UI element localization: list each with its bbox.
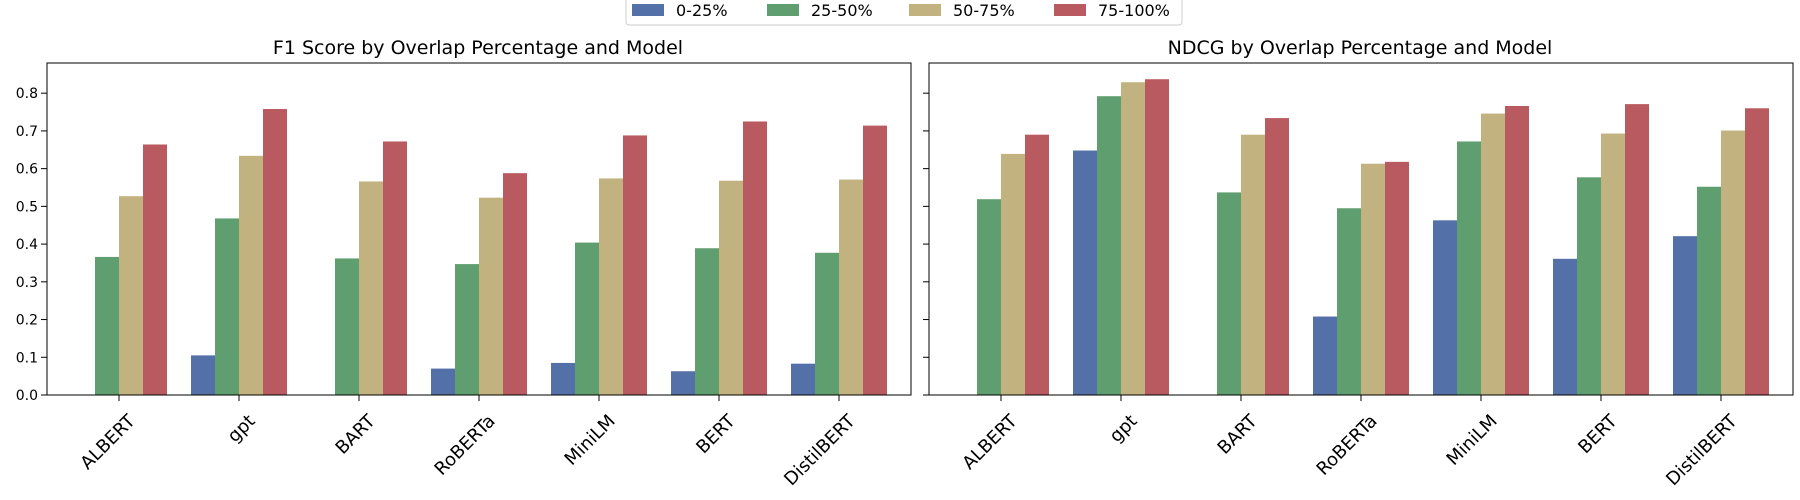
x-axis: ALBERT gpt BART RoBERTa MiniLM BERT DistilBERT (958, 395, 1742, 490)
y-axis: 0.0 0.1 0.2 0.3 0.4 0.5 0.6 0.7 0.8 (16, 86, 47, 404)
bar-distilbert-50-75 (1721, 130, 1745, 396)
x-tick-label-distilbert: DistilBERT (780, 410, 860, 490)
bar-bart-75-100 (1265, 118, 1289, 395)
bar-distilbert-0-25 (791, 363, 815, 395)
x-tick-label-bert: BERT (1574, 410, 1622, 458)
bar-minilm-50-75 (599, 178, 623, 395)
y-tick-label: 0.6 (16, 162, 38, 178)
bar-gpt-25-50 (1097, 96, 1121, 395)
y-tick-label: 0.8 (16, 86, 38, 102)
y-tick-label: 0.3 (16, 275, 38, 291)
bar-minilm-75-100 (623, 135, 647, 395)
legend-swatch-25-50 (767, 4, 799, 16)
y-tick-label: 0.7 (16, 124, 38, 140)
plot-frame (46, 62, 912, 396)
bar-gpt-0-25 (1073, 150, 1097, 395)
legend-swatch-0-25 (632, 4, 664, 16)
bar-roberta-25-50 (1337, 208, 1361, 395)
bar-distilbert-25-50 (815, 252, 839, 395)
x-tick-label-gpt: gpt (1106, 411, 1142, 447)
bar-albert-50-75 (119, 196, 143, 395)
y-tick-label: 0.1 (16, 350, 38, 366)
bar-minilm-25-50 (1457, 141, 1481, 395)
bar-bert-75-100 (743, 121, 767, 396)
bar-gpt-25-50 (215, 218, 239, 395)
bar-gpt-75-100 (263, 109, 287, 395)
bar-distilbert-0-25 (1673, 236, 1697, 395)
bar-minilm-0-25 (1433, 220, 1457, 395)
bar-minilm-75-100 (1505, 106, 1529, 395)
bar-distilbert-75-100 (1745, 108, 1769, 395)
bar-bert-50-75 (1601, 133, 1625, 396)
x-tick-label-bert: BERT (692, 410, 740, 458)
bar-minilm-50-75 (1481, 113, 1505, 396)
bar-bert-25-50 (695, 248, 719, 395)
bar-albert-75-100 (143, 144, 167, 395)
bar-roberta-0-25 (1313, 316, 1337, 395)
legend-swatch-50-75 (909, 4, 941, 16)
x-axis: ALBERT gpt BART RoBERTa MiniLM BERT DistilBERT (76, 395, 860, 490)
bar-bart-25-50 (335, 258, 359, 395)
bar-roberta-0-25 (431, 368, 455, 395)
x-tick-label-minilm: MiniLM (561, 411, 620, 470)
bar-roberta-50-75 (479, 197, 503, 395)
bar-albert-75-100 (1025, 134, 1049, 395)
legend-label-0-25: 0-25% (676, 1, 728, 20)
x-tick-label-gpt: gpt (224, 411, 260, 447)
y-tick-label: 0.5 (16, 199, 38, 215)
x-tick-label-bart: BART (332, 410, 381, 459)
bar-bart-75-100 (383, 141, 407, 395)
bar-roberta-50-75 (1361, 163, 1385, 395)
y-tick-label: 0.4 (16, 237, 38, 253)
legend-swatch-75-100 (1054, 4, 1086, 16)
bar-bert-0-25 (1553, 258, 1577, 395)
bar-distilbert-25-50 (1697, 186, 1721, 395)
bar-gpt-75-100 (1145, 79, 1169, 396)
x-tick-label-albert: ALBERT (76, 410, 140, 474)
bar-bart-25-50 (1217, 192, 1241, 395)
x-tick-label-roberta: RoBERTa (431, 411, 500, 480)
legend: 0-25% 25-50% 50-75% 75-100% (625, 0, 1183, 26)
bar-bert-50-75 (719, 180, 743, 395)
bar-bert-25-50 (1577, 177, 1601, 395)
bar-distilbert-50-75 (839, 179, 863, 395)
y-axis (923, 92, 929, 396)
bar-albert-25-50 (977, 199, 1001, 395)
y-tick-label: 0.2 (16, 313, 38, 329)
bar-bert-75-100 (1625, 104, 1649, 395)
legend-label-75-100: 75-100% (1098, 1, 1170, 20)
bar-group (95, 109, 887, 396)
chart-panel-f1-score: F1 Score by Overlap Percentage and Model… (16, 37, 912, 490)
bar-minilm-0-25 (551, 362, 575, 395)
x-tick-label-distilbert: DistilBERT (1662, 410, 1742, 490)
bar-albert-25-50 (95, 256, 119, 395)
bar-bart-50-75 (1241, 134, 1265, 395)
x-tick-label-bart: BART (1214, 410, 1263, 459)
bar-albert-50-75 (1001, 153, 1025, 395)
legend-label-25-50: 25-50% (811, 1, 873, 20)
chart-panel-ndcg: NDCG by Overlap Percentage and Model ALB… (923, 37, 1794, 490)
bar-roberta-75-100 (1385, 161, 1409, 395)
bar-gpt-0-25 (191, 355, 215, 395)
y-tick-label: 0.0 (16, 388, 38, 404)
x-tick-label-roberta: RoBERTa (1313, 411, 1382, 480)
x-tick-label-albert: ALBERT (958, 410, 1022, 474)
bar-gpt-50-75 (239, 155, 263, 395)
bar-roberta-75-100 (503, 173, 527, 395)
bar-minilm-25-50 (575, 242, 599, 395)
chart-title: NDCG by Overlap Percentage and Model (1168, 37, 1553, 59)
x-tick-label-minilm: MiniLM (1443, 411, 1502, 470)
bar-bert-0-25 (671, 371, 695, 395)
bar-roberta-25-50 (455, 264, 479, 395)
bar-gpt-50-75 (1121, 82, 1145, 395)
legend-box (625, 0, 1183, 26)
bar-distilbert-75-100 (863, 125, 887, 396)
legend-label-50-75: 50-75% (953, 1, 1015, 20)
bar-group (977, 79, 1769, 396)
bar-bart-50-75 (359, 181, 383, 395)
plot-frame (928, 62, 1794, 396)
chart-title: F1 Score by Overlap Percentage and Model (273, 37, 683, 59)
